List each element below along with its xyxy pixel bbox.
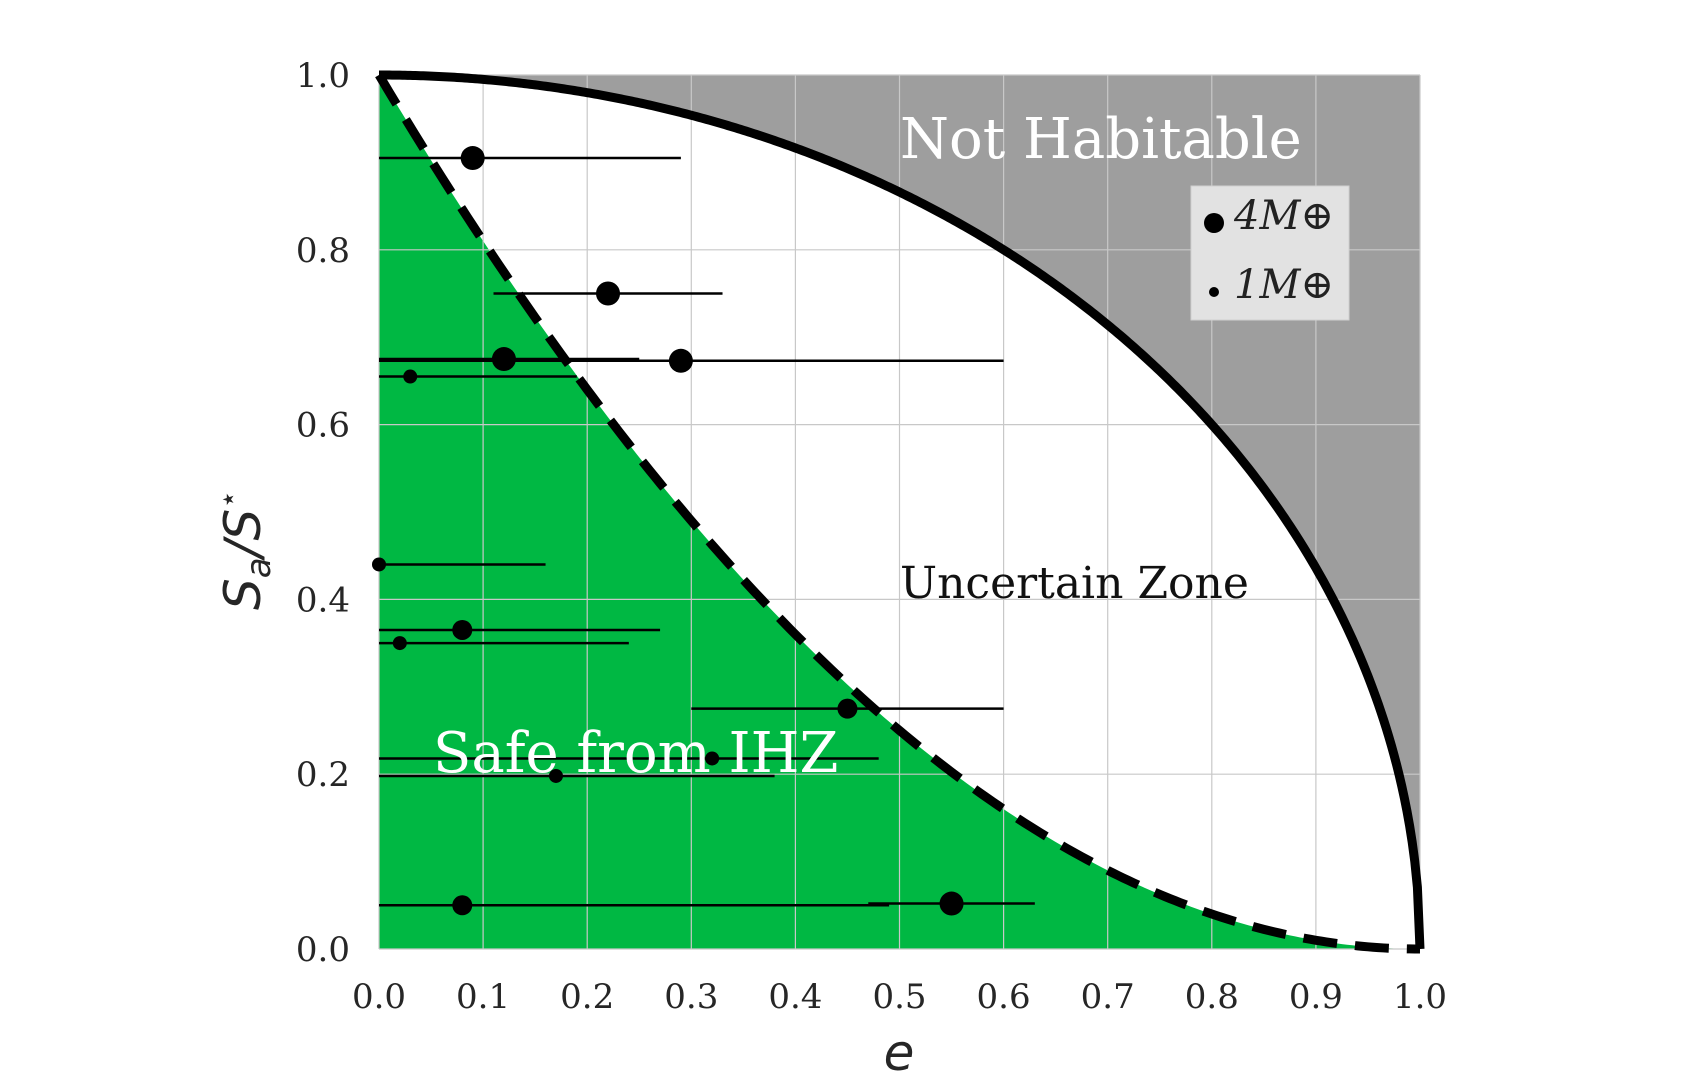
label-safe-from-ihz: Safe from IHZ [433, 721, 838, 786]
data-point [837, 698, 858, 719]
legend-marker-1m [1209, 287, 1219, 297]
x-tick-label: 0.1 [456, 977, 510, 1017]
y-tick-label: 0.8 [296, 231, 350, 271]
legend-label-1m: 1M⊕ [1234, 262, 1334, 308]
data-point [939, 891, 964, 916]
x-tick-label: 0.3 [664, 977, 718, 1017]
data-point [596, 281, 621, 306]
y-tick-labels: 0.0 0.2 0.4 0.6 0.8 1.0 [296, 56, 350, 970]
x-tick-label: 0.8 [1185, 977, 1239, 1017]
x-tick-label: 0.4 [768, 977, 822, 1017]
region-safe [379, 75, 1420, 949]
data-point [372, 557, 386, 572]
y-tick-label: 1.0 [296, 56, 350, 96]
data-point [392, 636, 407, 651]
x-tick-label: 0.2 [560, 977, 614, 1017]
data-point [668, 348, 693, 373]
data-point [403, 369, 418, 384]
y-tick-label: 0.2 [296, 755, 350, 795]
y-axis-label-star: ⋆ [211, 490, 246, 509]
label-not-habitable: Not Habitable [900, 107, 1302, 172]
x-tick-label: 1.0 [1393, 977, 1447, 1017]
plot-area [372, 70, 1425, 954]
x-tick-label: 0.0 [352, 977, 406, 1017]
inner-boundary-curve [375, 72, 1421, 954]
legend-label-4m: 4M⊕ [1233, 193, 1334, 239]
data-point [460, 146, 485, 171]
legend-marker-4m [1204, 213, 1224, 233]
y-tick-label: 0.6 [296, 406, 350, 446]
y-tick-label: 0.0 [296, 930, 350, 970]
data-point [705, 751, 720, 766]
data-point [452, 619, 473, 640]
x-tick-label: 0.6 [977, 977, 1031, 1017]
x-tick-label: 0.9 [1289, 977, 1343, 1017]
points [372, 146, 964, 916]
label-uncertain-zone: Uncertain Zone [900, 558, 1249, 609]
x-tick-labels: 0.0 0.1 0.2 0.3 0.4 0.5 0.6 0.7 0.8 0.9 1.0 [352, 977, 1447, 1017]
data-point [452, 895, 473, 916]
x-tick-label: 0.5 [872, 977, 926, 1017]
legend-box [1190, 185, 1350, 321]
y-axis-label: Sa/S⋆ [211, 490, 279, 610]
legend: 4M⊕ 1M⊕ [1190, 185, 1350, 321]
y-axis-label-slash: /S [214, 509, 272, 562]
y-tick-label: 0.4 [296, 580, 350, 620]
data-point [491, 347, 516, 372]
y-axis-label-subscript: a [239, 557, 279, 578]
x-axis-label: e [884, 1024, 915, 1082]
x-tick-label: 0.7 [1081, 977, 1135, 1017]
outer-boundary-curve [379, 70, 1425, 950]
data-point [548, 768, 563, 783]
